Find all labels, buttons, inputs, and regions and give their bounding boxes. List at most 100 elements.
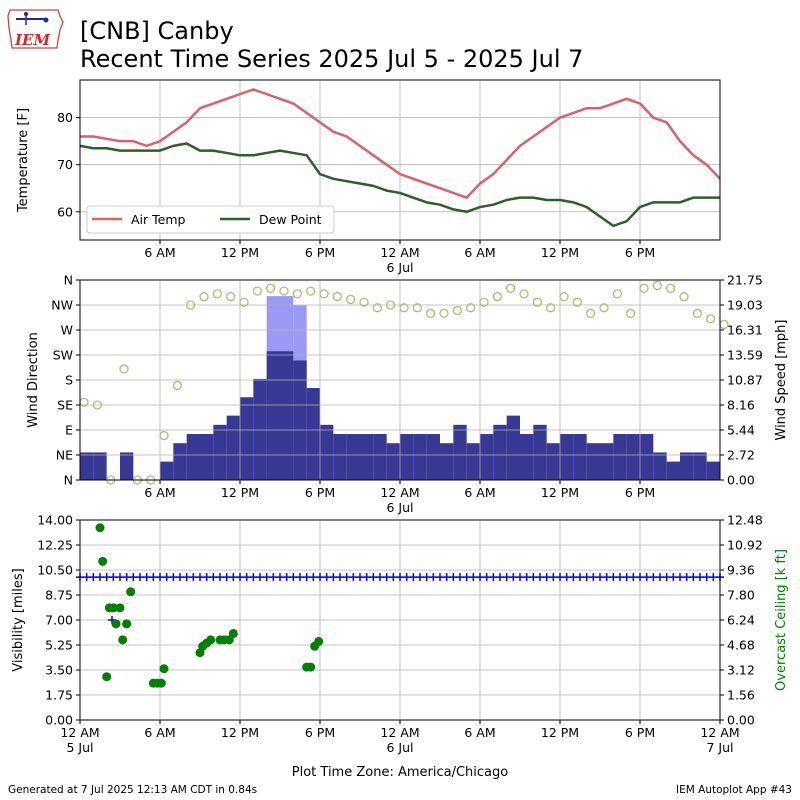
footer-app: IEM Autoplot App #43 xyxy=(676,784,792,796)
air-temp-line xyxy=(80,88,721,199)
wind-speed-bar xyxy=(373,434,387,480)
wind-speed-bar xyxy=(440,443,454,480)
wind-direction-point xyxy=(172,380,182,391)
visibility-point xyxy=(669,573,678,582)
x-tick-label: 12 AM 7 Jul xyxy=(700,725,739,755)
wind-speed-bar xyxy=(93,452,107,480)
wind-speed-bar xyxy=(493,424,507,480)
y2-tick-label: 9.36 xyxy=(727,563,755,578)
x-tick-label: 12 AM 6 Jul xyxy=(380,245,419,275)
wind-direction-axis-label: Wind Direction xyxy=(26,332,41,428)
x-tick-label: 6 PM xyxy=(625,245,655,260)
y-tick-label: 3.50 xyxy=(45,663,73,678)
wind-direction-point xyxy=(186,300,196,310)
x-tick-label: 12 AM 5 Jul xyxy=(60,725,99,755)
visibility-point xyxy=(349,573,358,582)
wind-direction-point xyxy=(466,303,476,313)
wind-speed-bar xyxy=(626,434,640,480)
visibility-point xyxy=(249,573,258,582)
ceiling-point xyxy=(118,635,128,645)
visibility-point xyxy=(89,573,98,582)
wind-direction-point xyxy=(159,430,169,441)
y2-tick-label: 0.00 xyxy=(727,473,755,488)
temperature-y-ticks: 60 70 80 xyxy=(57,110,80,219)
wind-direction-point xyxy=(519,289,529,299)
y-tick-label: 7.00 xyxy=(45,613,73,628)
legend-air-temp-label: Air Temp xyxy=(131,212,186,227)
visibility-point xyxy=(389,573,398,582)
wind-speed-bar xyxy=(240,397,254,480)
wind-direction-point xyxy=(359,297,369,307)
y2-tick-label: 13.59 xyxy=(727,348,763,363)
wind-speed-bar xyxy=(413,434,427,480)
ceiling-point xyxy=(156,678,166,688)
visibility-point xyxy=(629,573,638,582)
visibility-point xyxy=(289,573,298,582)
ceiling-point xyxy=(314,636,324,646)
y2-tick-label: 16.31 xyxy=(727,323,763,338)
wind-speed-bar xyxy=(213,424,227,480)
wind-bars xyxy=(80,296,720,480)
wind-direction-point xyxy=(439,308,449,318)
ceiling-point xyxy=(306,662,316,672)
visibility-axis-label: Visibility [miles] xyxy=(11,568,26,671)
temperature-x-ticks: 6 AM 12 PM 6 PM 12 AM 6 Jul 6 AM 12 PM 6 PM xyxy=(144,240,655,275)
wind-speed-bar xyxy=(226,415,240,480)
ceiling-point xyxy=(122,619,132,629)
wind-direction-point xyxy=(626,308,636,318)
y-tick-label: 12.25 xyxy=(37,538,73,553)
ceiling-y-ticks: 0.00 1.56 3.12 4.68 6.24 7.80 9.36 10.92 12.48 xyxy=(720,513,763,728)
visibility-point xyxy=(609,573,618,582)
wind-speed-bar xyxy=(560,434,574,480)
visibility-point xyxy=(529,573,538,582)
wind-speed-bar xyxy=(613,434,627,480)
wind-direction-point xyxy=(452,305,462,316)
y2-tick-label: 5.44 xyxy=(727,423,755,438)
wind-direction-point xyxy=(706,314,716,324)
x-tick-label: 6 PM xyxy=(305,245,335,260)
visibility-point xyxy=(649,573,658,582)
x-tick-label: 12 PM xyxy=(221,725,259,740)
wind-speed-bar xyxy=(346,434,360,480)
wind-speed-bar xyxy=(640,434,654,480)
wind-speed-bar xyxy=(186,434,200,480)
y-tick-label: 0.00 xyxy=(45,713,73,728)
visibility-point xyxy=(489,573,498,582)
wind-direction-point xyxy=(532,297,542,307)
x-tick-label: 6 AM xyxy=(144,485,175,500)
wind-speed-bar xyxy=(706,461,720,480)
wind-speed-bar xyxy=(666,461,680,480)
wind-speed-bar xyxy=(386,443,400,480)
legend-dew-point-label: Dew Point xyxy=(259,212,322,227)
wind-direction-point xyxy=(319,289,329,299)
wind-speed-bar xyxy=(466,443,480,480)
y2-tick-label: 7.80 xyxy=(727,588,755,603)
ceiling-point xyxy=(98,556,108,566)
x-tick-label: 12 PM xyxy=(541,485,579,500)
y2-tick-label: 0.00 xyxy=(727,713,755,728)
wind-direction-point xyxy=(612,289,622,299)
wind-direction-point xyxy=(199,292,209,302)
y-tick-label: E xyxy=(65,423,73,438)
wind-speed-ticks: 0.00 2.72 5.44 8.16 10.87 13.59 16.31 19.03 21.7… xyxy=(720,273,763,488)
wind-speed-bar xyxy=(546,443,560,480)
wind-direction-point xyxy=(279,286,289,296)
wind-direction-point xyxy=(292,289,302,299)
wind-direction-point xyxy=(639,283,649,293)
x-tick-label: 6 PM xyxy=(305,485,335,500)
y-tick-label: 10.50 xyxy=(37,563,73,578)
wind-direction-point xyxy=(679,292,689,302)
x-tick-label: 12 PM xyxy=(221,485,259,500)
visibility-point xyxy=(429,573,438,582)
chart-title-line2: Recent Time Series 2025 Jul 5 - 2025 Jul… xyxy=(80,45,583,73)
wind-direction-point xyxy=(266,283,276,293)
y-tick-label: 8.75 xyxy=(45,588,73,603)
wind-speed-bar xyxy=(680,452,694,480)
visibility-point xyxy=(329,573,338,582)
y-tick-label: 14.00 xyxy=(37,513,73,528)
wind-direction-point xyxy=(426,308,436,318)
x-tick-label: 6 PM xyxy=(625,485,655,500)
y2-tick-label: 19.03 xyxy=(727,298,763,313)
